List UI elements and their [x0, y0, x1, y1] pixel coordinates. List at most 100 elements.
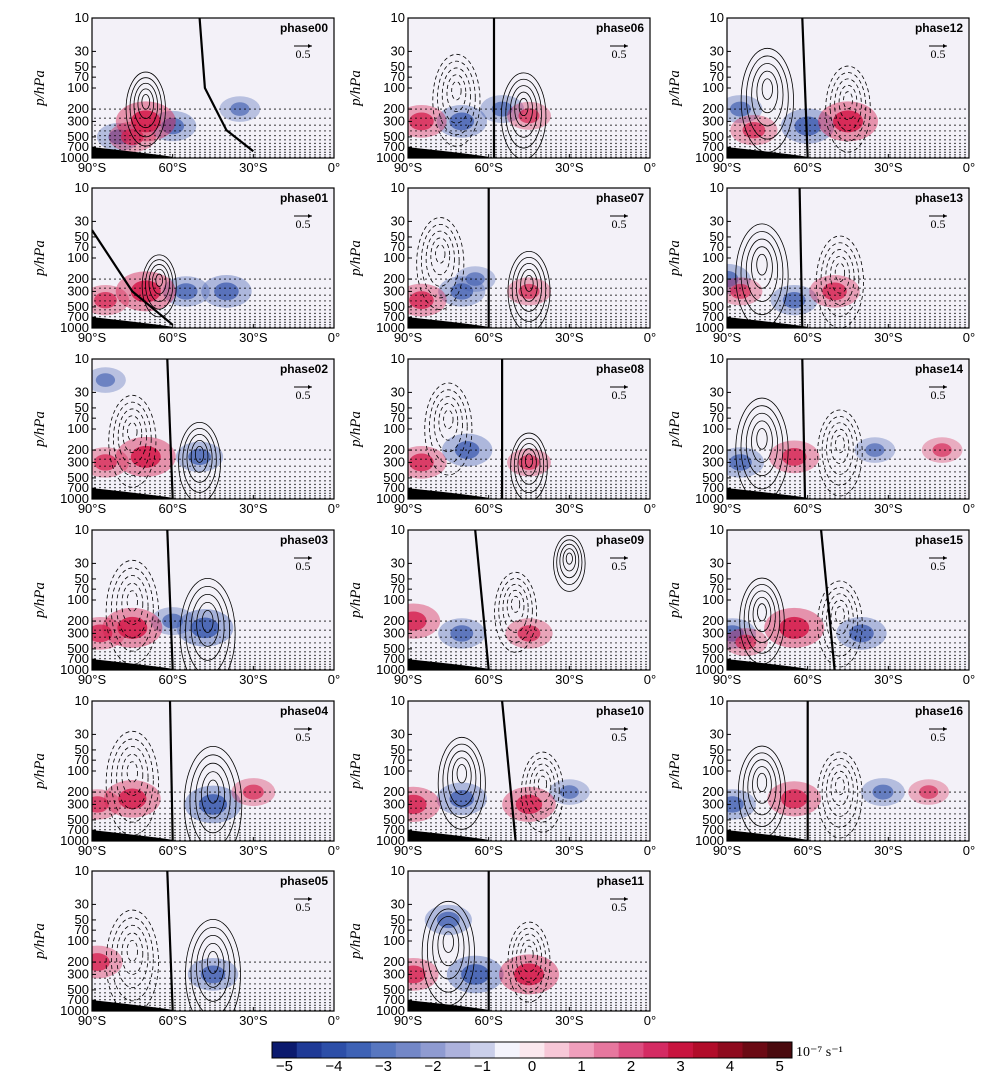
stipple-dot	[585, 318, 587, 321]
stipple-dot	[314, 139, 316, 141]
stipple-dot	[630, 458, 632, 460]
stipple-dot	[124, 142, 126, 145]
stipple-dot	[615, 475, 617, 478]
stipple-dot	[590, 287, 592, 289]
phase-label: phase06	[596, 21, 644, 35]
stipple-dot	[924, 151, 926, 154]
stipple-dot	[605, 475, 607, 478]
stipple-dot	[435, 449, 437, 451]
stipple-dot	[480, 480, 482, 482]
stipple-dot	[799, 108, 801, 110]
stipple-dot	[505, 146, 507, 148]
stipple-dot	[144, 492, 146, 495]
stipple-dot	[794, 124, 796, 126]
stipple-dot	[570, 148, 572, 151]
stipple-dot	[789, 316, 791, 318]
stipple-dot	[495, 278, 497, 280]
stipple-dot	[319, 321, 321, 324]
stipple-dot	[294, 495, 296, 497]
stipple-dot	[610, 458, 612, 460]
stipple-dot	[134, 117, 136, 119]
stipple-dot	[144, 483, 146, 486]
x-tick-label: 60°S	[158, 160, 187, 175]
stipple-dot	[99, 278, 101, 280]
stipple-dot	[430, 471, 432, 473]
stipple-dot	[475, 117, 477, 119]
stipple-dot	[864, 304, 866, 307]
stipple-dot	[244, 475, 246, 478]
stipple-dot	[889, 124, 891, 126]
stipple-dot	[475, 294, 477, 296]
stipple-dot	[919, 287, 921, 289]
stipple-dot	[480, 487, 482, 489]
stipple-dot	[934, 154, 936, 156]
stipple-dot	[510, 449, 512, 451]
stipple-dot	[520, 465, 522, 467]
stipple-dot	[585, 475, 587, 478]
stipple-dot	[174, 142, 176, 145]
stipple-dot	[505, 151, 507, 154]
stipple-dot	[520, 309, 522, 311]
stipple-dot	[490, 139, 492, 141]
stipple-dot	[415, 309, 417, 311]
positive-contour	[524, 274, 534, 292]
stipple-dot	[595, 124, 597, 126]
stipple-dot	[314, 142, 316, 145]
stipple-dot	[204, 324, 206, 326]
stipple-dot	[159, 124, 161, 126]
stipple-dot	[570, 287, 572, 289]
stipple-dot	[505, 465, 507, 467]
y-tick-label: 700	[67, 309, 89, 324]
stipple-dot	[844, 146, 846, 148]
stipple-dot	[799, 324, 801, 326]
stipple-dot	[139, 316, 141, 318]
stipple-dot	[615, 487, 617, 489]
stipple-dot	[415, 480, 417, 482]
stipple-dot	[849, 316, 851, 318]
stipple-dot	[580, 154, 582, 156]
stipple-dot	[289, 294, 291, 296]
stipple-dot	[184, 117, 186, 119]
x-tick-label: 30°S	[239, 160, 268, 175]
stipple-dot	[585, 148, 587, 151]
stipple-dot	[329, 146, 331, 148]
stipple-dot	[124, 489, 126, 492]
stipple-dot	[264, 458, 266, 460]
stipple-dot	[475, 148, 477, 151]
stipple-dot	[254, 471, 256, 473]
stipple-dot	[635, 475, 637, 478]
stipple-dot	[964, 287, 966, 289]
stipple-dot	[234, 117, 236, 119]
stipple-dot	[319, 324, 321, 326]
stipple-dot	[159, 278, 161, 280]
stipple-dot	[475, 312, 477, 315]
stipple-dot	[119, 134, 121, 137]
stipple-dot	[630, 287, 632, 289]
stipple-dot	[844, 108, 846, 110]
stipple-dot	[104, 300, 106, 302]
stipple-dot	[889, 108, 891, 110]
stipple-dot	[500, 300, 502, 302]
stipple-dot	[590, 300, 592, 302]
stipple-dot	[204, 139, 206, 141]
stipple-dot	[440, 130, 442, 132]
stipple-dot	[635, 294, 637, 296]
stipple-dot	[244, 154, 246, 156]
stipple-dot	[99, 316, 101, 318]
x-tick-label: 90°S	[78, 160, 107, 175]
stipple-dot	[189, 316, 191, 318]
stipple-dot	[319, 309, 321, 311]
stipple-dot	[615, 294, 617, 296]
stipple-dot	[964, 148, 966, 151]
stipple-dot	[304, 117, 306, 119]
stipple-dot	[329, 287, 331, 289]
stipple-dot	[545, 148, 547, 151]
stipple-dot	[450, 300, 452, 302]
positive-contour	[178, 422, 221, 499]
stipple-dot	[874, 318, 876, 321]
stipple-dot	[179, 117, 181, 119]
stipple-dot	[204, 142, 206, 145]
stipple-dot	[480, 321, 482, 324]
stipple-dot	[535, 108, 537, 110]
stipple-dot	[844, 316, 846, 318]
